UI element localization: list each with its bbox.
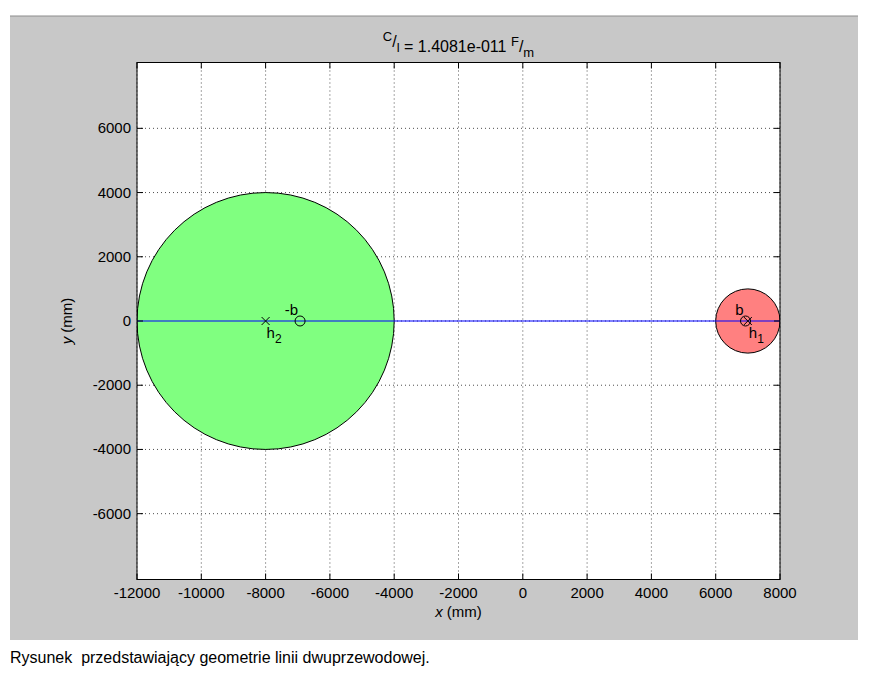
y-tick [774,513,780,514]
x-tick-label: 0 [519,584,527,601]
point-label: b [735,301,743,318]
axes: -12000 -10000 -8000 -6000 -4000 -2000 0 2000 400… [93,63,797,601]
y-tick-label: -6000 [93,505,131,522]
y-tick-label: -2000 [93,376,131,393]
x-tick [201,63,202,69]
x-tick-label: 2000 [570,584,603,601]
x-tick [201,574,202,580]
y-tick [774,256,780,257]
x-tick [458,574,459,580]
y-tick-label: -4000 [93,440,131,457]
y-tick-label: 0 [123,312,131,329]
x-tick-label: 4000 [635,584,668,601]
plot-area [137,63,780,580]
data-group [137,193,780,450]
x-tick [329,574,330,580]
x-tick [780,63,781,69]
x-tick [137,63,138,69]
x-tick [522,63,523,69]
y-tick-label: 4000 [98,184,131,201]
y-tick [137,192,143,193]
y-grid-line [137,192,780,193]
x-tick-label: -6000 [311,584,349,601]
x-axis-label: x (mm) [434,603,482,620]
y-tick [137,128,143,129]
x-tick-label: 8000 [763,584,796,601]
x-tick-label: -10000 [178,584,225,601]
x-tick [780,574,781,580]
y-tick [137,513,143,514]
y-tick [137,385,143,386]
point-label: h2 [267,324,282,346]
y-tick [137,256,143,257]
caption: Rysunek przedstawiający geometrie linii … [10,649,430,666]
y-tick [774,192,780,193]
x-tick [394,63,395,69]
y-tick [137,321,143,322]
x-tick [329,63,330,69]
x-tick [394,574,395,580]
grid [137,63,780,580]
x-tick [458,63,459,69]
y-tick [774,449,780,450]
y-tick-label: 6000 [98,119,131,136]
x-tick [587,574,588,580]
page: {"chart_data": { "type": "scatter", "tit… [0,0,884,675]
x-tick [137,574,138,580]
y-tick-label: 2000 [98,248,131,265]
y-grid-line [137,449,780,450]
x-tick [265,63,266,69]
y-tick [774,385,780,386]
plot-frame [137,63,780,580]
y-tick [774,128,780,129]
figure: h2 h1 -b b -12000 -10000 -8000 -6000 -4000 -2000 0… [0,0,884,675]
x-tick [651,574,652,580]
y-tick [137,449,143,450]
x-tick-label: -2000 [439,584,477,601]
point-label: -b [285,301,298,318]
x-tick [715,63,716,69]
x-tick [587,63,588,69]
y-grid-line [137,513,780,514]
x-tick [522,574,523,580]
x-tick-label: 6000 [699,584,732,601]
y-axis-label: y (mm) [58,298,75,346]
x-tick-label: -4000 [375,584,413,601]
x-tick-label: -12000 [114,584,161,601]
figure-background [10,16,858,640]
axis-line [137,320,780,321]
figure-edge [10,16,858,17]
x-tick [651,63,652,69]
y-grid-line [137,128,780,129]
x-tick [715,574,716,580]
point-label: h1 [749,324,764,346]
y-grid-line [137,321,780,322]
x-tick-label: -8000 [246,584,284,601]
title: C/l = 1.4081e-011 F/m [383,29,534,60]
y-tick [774,321,780,322]
x-tick [265,574,266,580]
point-labels: h2 h1 -b b [267,301,765,346]
page-background [0,0,884,675]
